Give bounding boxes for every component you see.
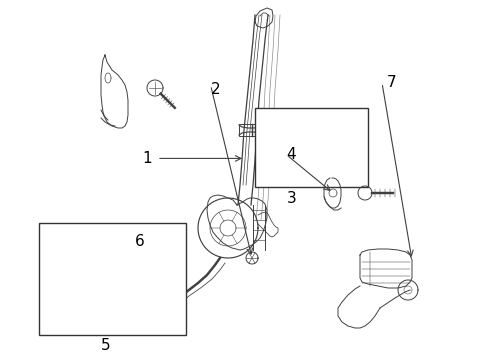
Text: 5: 5 (100, 338, 110, 353)
Text: 2: 2 (211, 82, 220, 98)
Text: 3: 3 (287, 190, 296, 206)
Text: 4: 4 (287, 147, 296, 162)
Text: 1: 1 (142, 151, 152, 166)
Bar (39, 223, 186, 335)
Bar (239, 124, 261, 136)
Text: 7: 7 (387, 75, 397, 90)
Text: 6: 6 (135, 234, 145, 249)
Bar (255, 108, 368, 187)
